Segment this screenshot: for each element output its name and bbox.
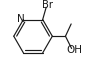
Text: OH: OH: [66, 45, 82, 55]
Text: Br: Br: [42, 0, 53, 10]
Text: N: N: [17, 14, 25, 24]
